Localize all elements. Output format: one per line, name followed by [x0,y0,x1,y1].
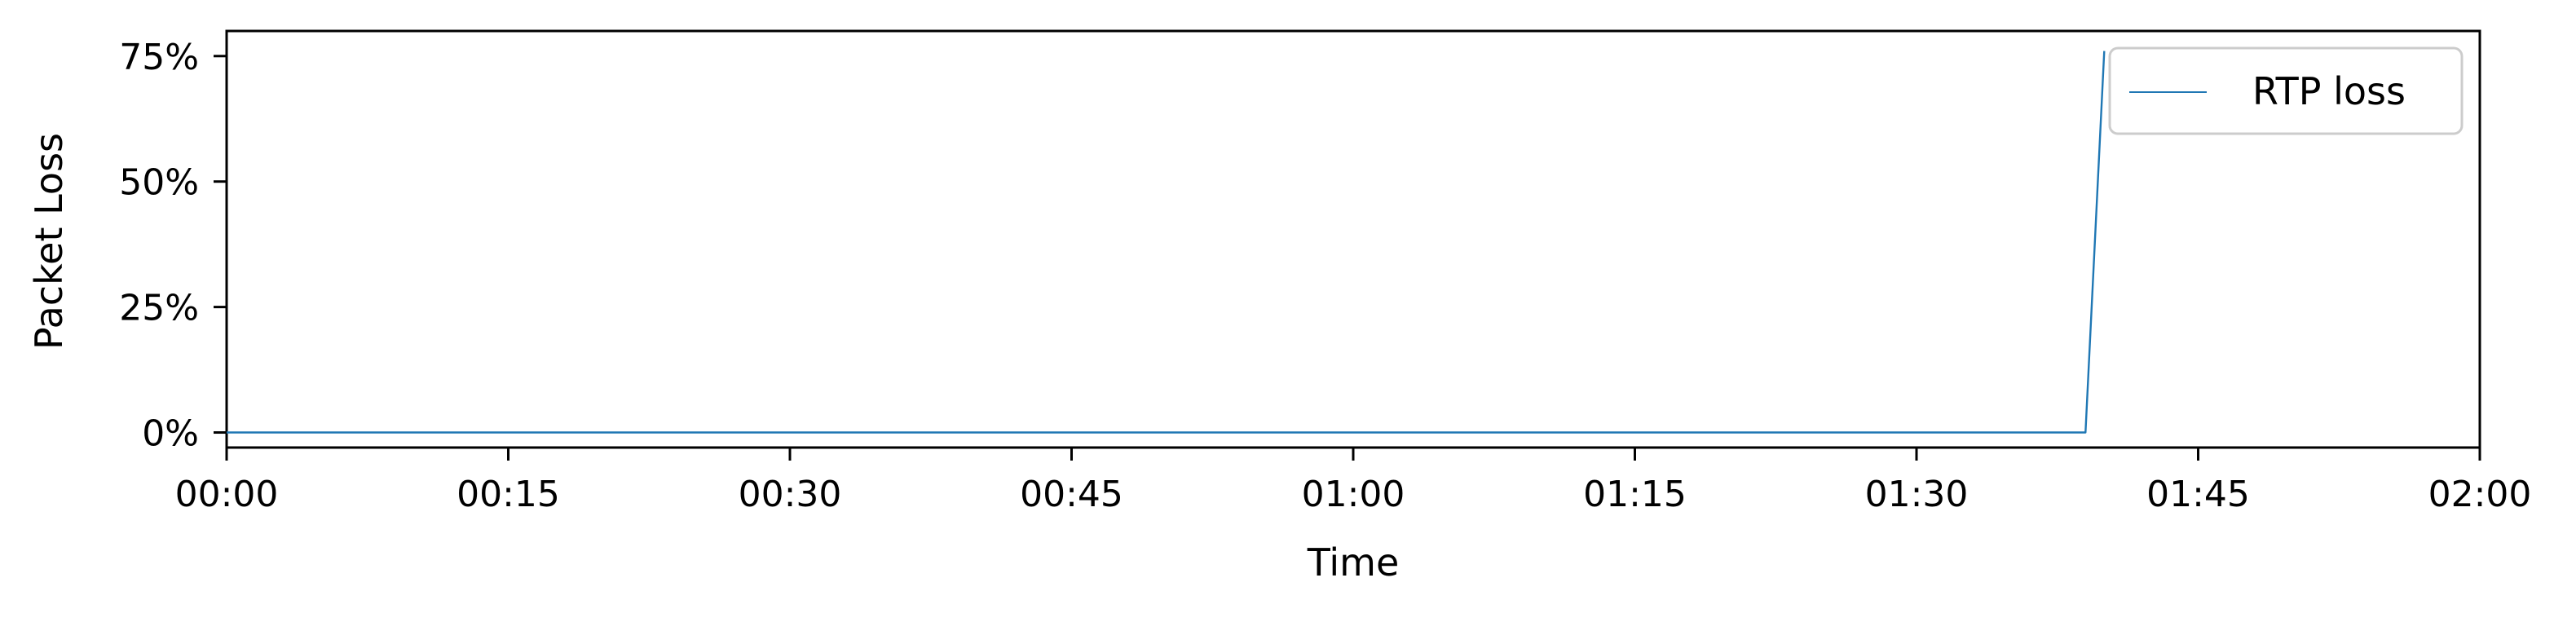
series-layer [227,51,2106,434]
series-line-rtp-loss [227,51,2106,434]
x-axis-label: Time [1307,540,1400,585]
y-tick-label: 75% [119,37,199,78]
y-axis-label: Packet Loss [27,133,71,350]
y-axis: 0% 25% 50% 75% [119,37,227,455]
legend-box [2108,46,2464,135]
y-tick-label: 0% [142,413,199,455]
x-tick-label: 01:15 [1583,474,1687,515]
legend-label: RTP loss [2252,69,2406,113]
x-tick-label: 02:00 [2428,474,2532,515]
x-tick-label: 01:45 [2146,474,2250,515]
x-tick-label: 00:15 [457,474,560,515]
x-tick-label: 00:00 [175,474,279,515]
y-tick-label: 25% [119,288,199,329]
legend: RTP loss [2108,46,2464,135]
x-tick-label: 00:45 [1020,474,1123,515]
x-tick-label: 01:00 [1302,474,1405,515]
y-tick-label: 50% [119,162,199,204]
x-axis: 00:00 00:15 00:30 00:45 01:00 01:15 01:30 01:45… [175,448,2532,515]
x-tick-label: 01:30 [1865,474,1969,515]
x-tick-label: 00:30 [739,474,842,515]
